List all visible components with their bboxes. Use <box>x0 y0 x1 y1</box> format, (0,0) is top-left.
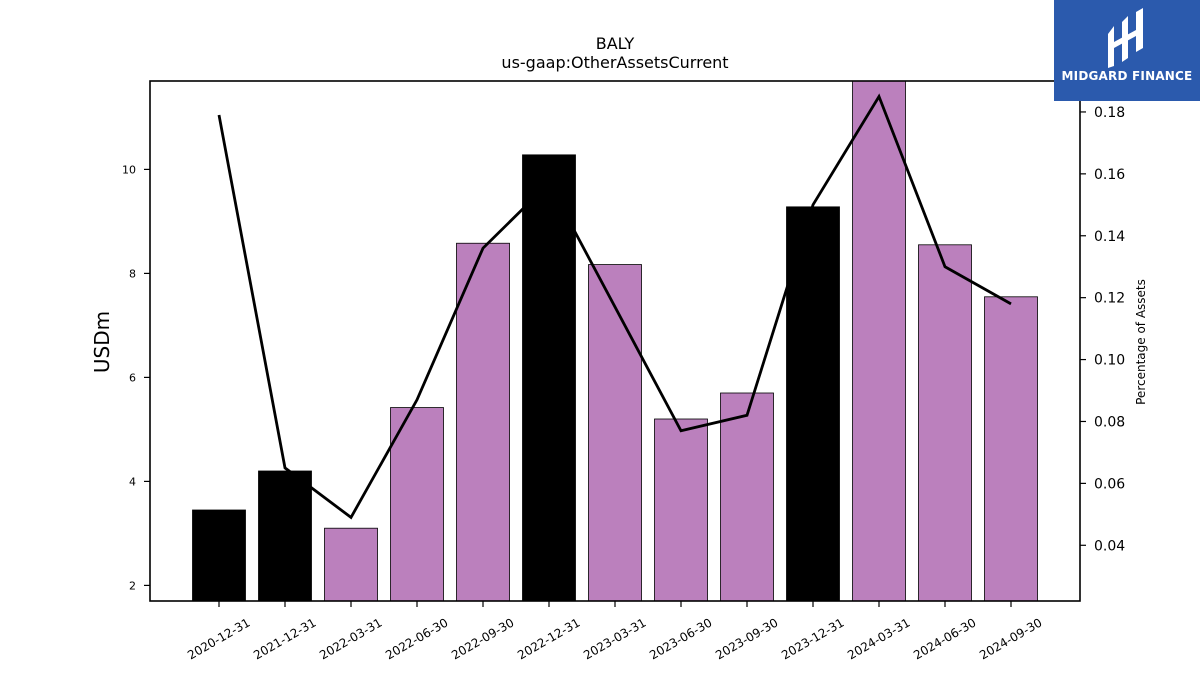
bar-2023-09-30 <box>720 392 774 602</box>
x-tick-label-2021-12-31: 2021-12-31 <box>251 615 318 662</box>
y2-tick-label-5: 0.14 <box>1094 229 1125 245</box>
y2-tick-label-6: 0.16 <box>1094 167 1125 183</box>
y-tick-label-8: 8 <box>129 267 136 280</box>
y-tick-label-10: 10 <box>122 163 136 176</box>
bar-2024-06-30 <box>918 244 972 602</box>
x-tick-label-2023-03-31: 2023-03-31 <box>581 615 648 662</box>
y2-tick-label-0: 0.04 <box>1094 538 1125 554</box>
x-tick-label-2022-12-31: 2022-12-31 <box>515 615 582 662</box>
x-tick-label-2024-03-31: 2024-03-31 <box>845 615 912 662</box>
brand-logo: MIDGARD FINANCE <box>1054 0 1200 101</box>
bar-2024-09-30 <box>984 296 1038 602</box>
chart-title: BALY <box>596 34 635 53</box>
percentage-line <box>217 93 1012 520</box>
bar-2021-12-31 <box>258 470 312 602</box>
y2-tick-label-1: 0.06 <box>1094 476 1125 492</box>
y-tick-label-6: 6 <box>129 371 136 384</box>
chart-subtitle: us-gaap:OtherAssetsCurrent <box>501 53 728 72</box>
bar-2022-06-30 <box>390 407 444 602</box>
y2-axis-label: Percentage of Assets <box>1134 279 1148 405</box>
brand-name: MIDGARD FINANCE <box>1061 69 1193 83</box>
bar-2022-03-31 <box>324 527 378 602</box>
y-axis-label: USDm <box>90 311 114 373</box>
x-tick-label-2022-09-30: 2022-09-30 <box>449 615 516 662</box>
y2-tick-label-2: 0.08 <box>1094 414 1125 430</box>
x-tick-label-2022-06-30: 2022-06-30 <box>383 615 450 662</box>
bar-2022-09-30 <box>456 242 510 602</box>
x-tick-label-2024-09-30: 2024-09-30 <box>977 615 1044 662</box>
bar-2023-06-30 <box>654 418 708 602</box>
x-tick-label-2023-09-30: 2023-09-30 <box>713 615 780 662</box>
bar-2020-12-31 <box>192 509 246 602</box>
bar-2022-12-31 <box>522 154 576 602</box>
bar-2024-03-31 <box>852 80 906 602</box>
y-tick-label-4: 4 <box>129 475 136 488</box>
bar-2023-12-31 <box>786 206 840 602</box>
x-tick-label-2023-06-30: 2023-06-30 <box>647 615 714 662</box>
y2-tick-label-4: 0.12 <box>1094 291 1125 307</box>
midgard-logo-icon <box>1108 8 1143 68</box>
x-tick-label-2023-12-31: 2023-12-31 <box>779 615 846 662</box>
x-tick-label-2020-12-31: 2020-12-31 <box>185 615 252 662</box>
x-tick-label-2022-03-31: 2022-03-31 <box>317 615 384 662</box>
y2-tick-label-3: 0.10 <box>1094 353 1125 369</box>
y2-tick-label-7: 0.18 <box>1094 105 1125 121</box>
x-tick-label-2024-06-30: 2024-06-30 <box>911 615 978 662</box>
bar-2023-03-31 <box>588 264 642 602</box>
y-tick-label-2: 2 <box>129 579 136 592</box>
